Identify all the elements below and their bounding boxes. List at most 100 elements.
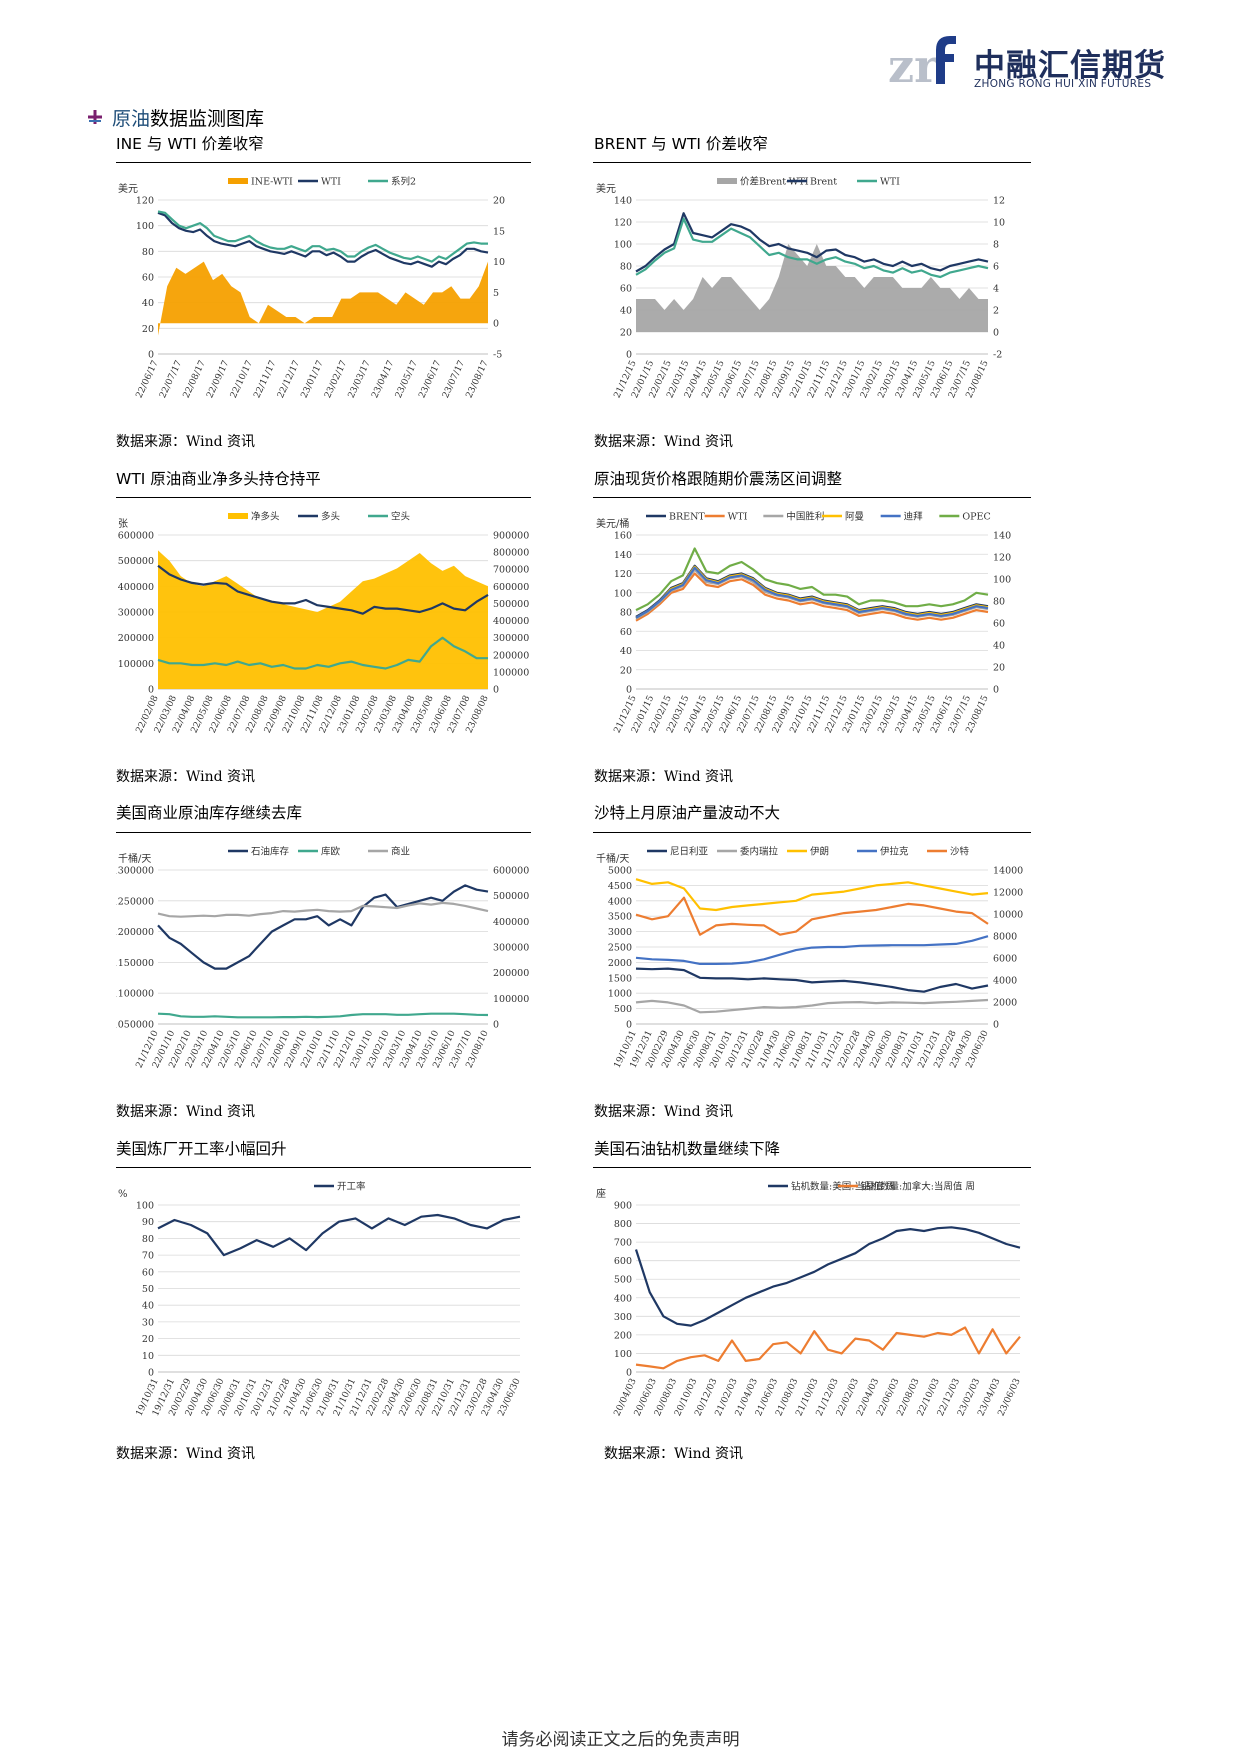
y-tick-label: 120 <box>614 569 632 580</box>
x-tick-label: 22/11/17 <box>252 359 278 400</box>
y-tick-label: 60 <box>620 627 632 638</box>
y-tick-label: 700 <box>614 1238 632 1249</box>
y-tick-label: 140 <box>614 550 632 561</box>
series-line <box>634 1226 1021 1327</box>
section-title-highlight: 原油 <box>112 108 151 130</box>
legend-label: 库欧 <box>321 846 341 858</box>
y-tick-label: 40 <box>620 646 632 657</box>
x-tick-label: 22/09/17 <box>205 359 231 400</box>
chart-title: 美国石油钻机数量继续下降 <box>594 1140 781 1158</box>
y-right-tick-label: 40 <box>993 641 1005 652</box>
y-tick-label: 60 <box>142 273 154 284</box>
y-right-tick-label: 600000 <box>493 582 529 593</box>
y-right-tick-label: 10 <box>493 257 505 268</box>
y-right-tick-label: 10000 <box>993 910 1023 921</box>
series-line <box>157 210 488 263</box>
legend-label: WTI <box>728 512 748 523</box>
y-axis-unit: 千桶/天 <box>596 852 629 865</box>
y-tick-label: 4500 <box>608 881 632 892</box>
y-tick-label: 600000 <box>118 531 154 542</box>
y-right-tick-label: 400000 <box>493 616 529 627</box>
x-tick-label: 23/07/17 <box>441 359 467 400</box>
legend-swatch <box>228 178 248 184</box>
legend-label: 多头 <box>321 511 340 523</box>
title-divider <box>593 1167 1031 1168</box>
series-line <box>635 967 989 993</box>
y-right-tick-label: 200000 <box>493 650 529 661</box>
chart-title: 美国商业原油库存继续去库 <box>116 804 303 822</box>
y-tick-label: 60 <box>142 1267 154 1278</box>
x-tick-label: 23/05/17 <box>394 359 420 400</box>
y-tick-label: 1200000 <box>116 927 154 938</box>
y-right-tick-label: 4000 <box>993 976 1017 987</box>
x-tick-label: 22/06/17 <box>135 359 161 400</box>
series-line <box>635 998 989 1014</box>
y-tick-label: 80 <box>142 247 154 258</box>
y-tick-label: 1500 <box>608 973 632 984</box>
legend-label: 石油库存 <box>251 846 290 858</box>
y-right-tick-label: 12 <box>993 196 1005 207</box>
legend-label: 系列2 <box>391 176 416 188</box>
y-right-tick-label: 5 <box>493 288 499 299</box>
legend-label: 委内瑞拉 <box>740 846 779 858</box>
legend-label: 价差Brent-WTI <box>740 176 809 188</box>
y-tick-label: 400 <box>614 1293 632 1304</box>
y-tick-label: 0 <box>626 1020 632 1031</box>
y-axis-unit: 张 <box>118 518 128 530</box>
chart-1: INE-WTI WTI 系列2 美元 0 20 40 60 80 100 120 -5 0 5 10 15 20… <box>118 176 505 400</box>
y-right-tick-label: 60 <box>993 619 1005 630</box>
section-title: 原油数据监测图库 <box>112 104 264 131</box>
chart-4: BRENT WTI 中国胜利 阿曼 迪拜 OPEC 美元/桶 0 20 40 60 80 100 120 1… <box>596 511 1011 735</box>
series-area <box>158 261 488 336</box>
y-tick-label: 3000 <box>608 927 632 938</box>
x-tick-label: 22/12/17 <box>276 359 302 400</box>
chart-2: 价差Brent-WTI Brent WTI美元020406080100120140-… <box>596 176 1005 400</box>
x-tick-label: 23/01/17 <box>300 359 326 400</box>
x-tick-label: 23/02/17 <box>323 359 349 400</box>
y-tick-label: 0 <box>626 1368 632 1379</box>
data-source-note: 数据来源：Wind 资讯 <box>594 434 734 450</box>
chart-3: 净多头 多头 空头张 0 100000 200000 300000 400000 500000 6… <box>118 511 530 735</box>
y-right-tick-label: 100 <box>993 575 1011 586</box>
y-tick-label: 80 <box>620 608 632 619</box>
x-tick-label: 23/03/17 <box>347 359 373 400</box>
legend-label: 伊朗 <box>810 846 829 858</box>
svg-text:zr: zr <box>888 39 939 88</box>
y-right-tick-label: 100000 <box>493 994 529 1005</box>
y-right-tick-label: -5 <box>493 350 502 361</box>
y-tick-label: 300000 <box>118 608 154 619</box>
title-divider <box>116 832 531 833</box>
legend-label: WTI <box>880 177 900 188</box>
chart-title: BRENT 与 WTI 价差收窄 <box>594 135 768 153</box>
x-tick-label: 22/10/17 <box>229 359 255 400</box>
y-right-tick-label: 800000 <box>493 548 529 559</box>
legend-label: 净多头 <box>251 511 280 523</box>
y-tick-label: 30 <box>142 1317 154 1328</box>
y-right-tick-label: 120 <box>993 553 1011 564</box>
y-tick-label: 90 <box>142 1217 154 1228</box>
series-area <box>158 550 488 689</box>
x-tick-label: 23/08/17 <box>465 359 491 400</box>
y-tick-label: 300 <box>614 1312 632 1323</box>
series-line <box>157 884 489 970</box>
y-right-tick-label: 700000 <box>493 565 529 576</box>
y-right-tick-label: 10 <box>993 218 1005 229</box>
y-right-tick-label: 15 <box>493 226 505 237</box>
y-tick-label: 800 <box>614 1219 632 1230</box>
legend-label: 沙特 <box>950 846 970 858</box>
brand-name-en: ZHONG RONG HUI XIN FUTURES <box>974 78 1152 90</box>
chart-title: 原油现货价格跟随期价震荡区间调整 <box>594 470 843 488</box>
x-tick-label: 23/04/17 <box>370 359 396 400</box>
data-source-note: 数据来源：Wind 资讯 <box>594 1104 734 1120</box>
y-axis-unit: 千桶/天 <box>118 852 151 865</box>
y-axis-unit: % <box>118 1189 128 1200</box>
y-tick-label: 100 <box>136 221 154 232</box>
y-right-tick-label: 300000 <box>493 633 529 644</box>
data-source-note: 数据来源：Wind 资讯 <box>604 1446 744 1462</box>
y-tick-label: 20 <box>142 1334 154 1345</box>
legend-label: 商业 <box>391 846 410 858</box>
y-right-tick-label: 0 <box>493 685 499 696</box>
y-tick-label: 1300000 <box>116 866 154 877</box>
